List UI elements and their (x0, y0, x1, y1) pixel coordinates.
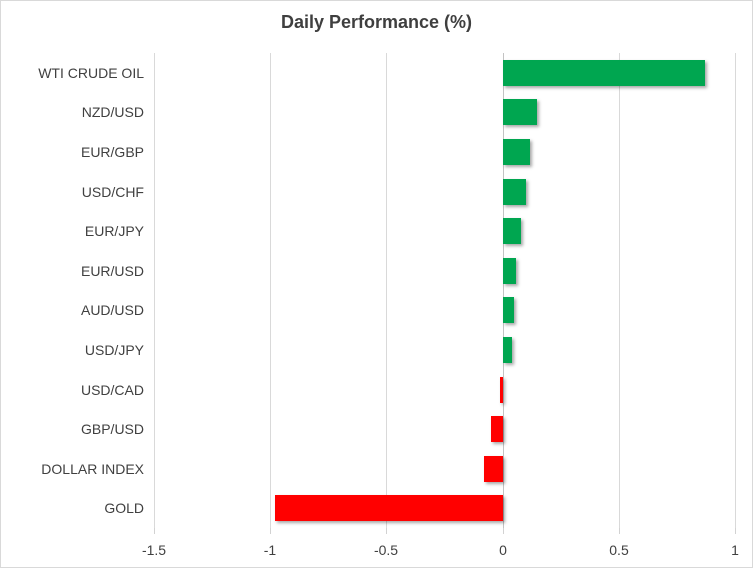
bar-eur-usd (502, 257, 517, 284)
category-label-nzd-usd: NZD/USD (81, 104, 144, 121)
axis-tick (154, 528, 155, 534)
category-label-usd-chf: USD/CHF (81, 183, 144, 200)
bar-gbp-usd (491, 416, 503, 442)
x-axis-tick-label: 0 (499, 542, 507, 558)
bar-eur-jpy (502, 218, 522, 245)
bar-nzd-usd (502, 99, 538, 126)
bar-eur-gbp (502, 139, 531, 165)
gridline (386, 53, 387, 528)
category-label-eur-jpy: EUR/JPY (84, 223, 144, 240)
bar-usd-jpy (502, 336, 512, 363)
x-axis-tick-label: 1 (731, 542, 739, 558)
zero-gridline (503, 53, 504, 528)
axis-tick (735, 528, 736, 534)
bar-usd-cad (500, 376, 503, 403)
category-label-dollar-index: DOLLAR INDEX (41, 460, 144, 477)
bar-usd-chf (502, 178, 526, 205)
bar-gold (274, 495, 503, 522)
axis-tick (270, 528, 271, 534)
category-label-aud-usd: AUD/USD (80, 302, 144, 319)
gridline (735, 53, 736, 528)
x-axis-tick-label: 0.5 (609, 542, 629, 558)
gridline (154, 53, 155, 528)
x-axis-tick-label: -1.5 (141, 542, 167, 558)
category-label-wti-crude-oil: WTI CRUDE OIL (38, 64, 144, 81)
x-axis-tick-label: -0.5 (373, 542, 399, 558)
bar-aud-usd (502, 297, 515, 324)
category-label-eur-gbp: EUR/GBP (80, 144, 144, 160)
gridline (619, 53, 620, 528)
bar-wti-crude-oil (502, 59, 705, 86)
category-label-gold: GOLD (104, 500, 144, 517)
category-label-gbp-usd: GBP/USD (80, 421, 144, 437)
x-axis-tick-label: -1 (263, 542, 277, 558)
bar-dollar-index (484, 455, 503, 482)
axis-tick (619, 528, 620, 534)
axis-tick (386, 528, 387, 534)
category-label-usd-jpy: USD/JPY (84, 341, 144, 358)
category-label-usd-cad: USD/CAD (80, 381, 144, 398)
axis-tick (503, 528, 504, 534)
category-label-eur-usd: EUR/USD (80, 262, 144, 279)
chart-title: Daily Performance (%) (280, 12, 473, 32)
gridline (270, 53, 271, 528)
